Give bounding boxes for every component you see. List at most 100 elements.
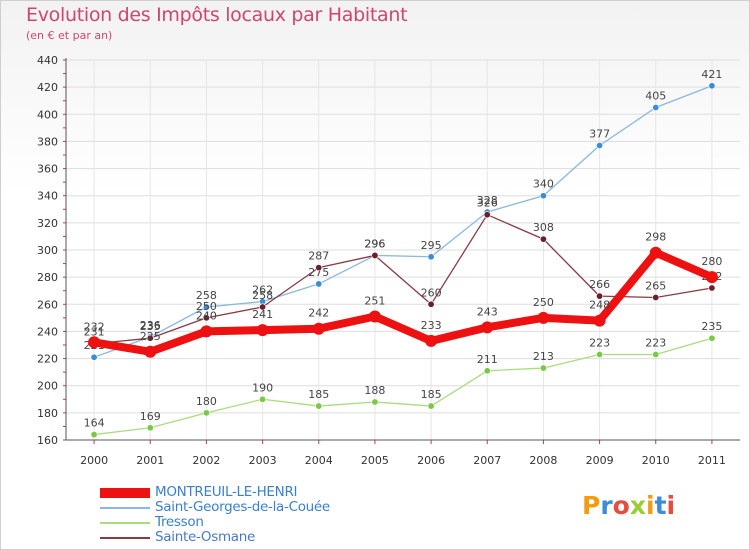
- data-point: [312, 322, 325, 335]
- data-point: [425, 334, 438, 347]
- data-label: 295: [421, 239, 442, 252]
- data-label: 250: [533, 296, 554, 309]
- data-point: [652, 350, 660, 358]
- data-label: 233: [421, 319, 442, 332]
- data-label: 280: [701, 255, 722, 268]
- data-label: 298: [645, 231, 666, 244]
- data-point: [596, 350, 604, 358]
- logo-letter: i: [666, 491, 676, 520]
- series-line-3: [93, 214, 713, 345]
- x-tick-label: 2004: [305, 454, 333, 467]
- data-point: [708, 334, 716, 342]
- y-tick-label: 320: [37, 217, 58, 230]
- x-tick-label: 2001: [136, 454, 164, 467]
- data-label: 248: [589, 299, 610, 312]
- data-point: [596, 292, 604, 300]
- legend-swatch: [100, 522, 150, 524]
- y-tick-label: 180: [37, 407, 58, 420]
- data-label: 258: [252, 289, 273, 302]
- data-label: 251: [364, 295, 385, 308]
- data-label: 223: [589, 337, 610, 350]
- y-tick-label: 280: [37, 271, 58, 284]
- data-point: [652, 104, 660, 112]
- data-label: 225: [140, 330, 161, 343]
- legend-label: Saint-Georges-de-la-Couée: [155, 499, 330, 515]
- series-line-0: [90, 248, 716, 356]
- data-label: 240: [196, 309, 217, 322]
- logo-letter: x: [629, 491, 646, 520]
- x-tick-label: 2009: [586, 454, 614, 467]
- legend-label: Tresson: [155, 514, 204, 530]
- y-tick-label: 380: [37, 135, 58, 148]
- data-point: [652, 293, 660, 301]
- data-label: 340: [533, 178, 554, 191]
- data-point: [259, 395, 267, 403]
- data-label: 287: [308, 250, 329, 263]
- y-tick-label: 440: [37, 54, 58, 67]
- data-point: [368, 310, 381, 323]
- legend-swatch: [100, 537, 150, 539]
- data-label: 190: [252, 381, 273, 394]
- data-point: [90, 353, 98, 361]
- data-point: [427, 402, 435, 410]
- legend-swatch: [100, 507, 150, 509]
- y-tick-label: 300: [37, 244, 58, 257]
- x-tick-label: 2006: [417, 454, 445, 467]
- data-point: [427, 300, 435, 308]
- chart-title: Evolution des Impôts locaux par Habitant: [26, 4, 408, 26]
- data-point: [649, 246, 662, 259]
- legend-label: MONTREUIL-LE-HENRI: [155, 484, 298, 500]
- data-label: 223: [645, 337, 666, 350]
- y-tick-label: 340: [37, 190, 58, 203]
- data-label: 185: [308, 388, 329, 401]
- x-tick-label: 2002: [192, 454, 220, 467]
- x-tick-label: 2000: [80, 454, 108, 467]
- data-point: [708, 82, 716, 90]
- data-point: [481, 321, 494, 334]
- x-tick-label: 2005: [361, 454, 389, 467]
- x-tick-label: 2008: [529, 454, 557, 467]
- data-point: [708, 284, 716, 292]
- data-label: 169: [140, 410, 161, 423]
- data-point: [371, 251, 379, 259]
- data-point: [256, 324, 269, 337]
- data-label: 188: [364, 384, 385, 397]
- data-point: [539, 364, 547, 372]
- data-label: 232: [84, 320, 105, 333]
- data-point: [371, 398, 379, 406]
- logo-letter: i: [646, 491, 655, 520]
- data-label: 185: [421, 388, 442, 401]
- logo-letter: r: [600, 491, 613, 520]
- y-tick-label: 360: [37, 163, 58, 176]
- data-label: 180: [196, 395, 217, 408]
- data-point: [705, 271, 718, 284]
- logo-letter: o: [612, 491, 630, 520]
- series-line-1: [93, 85, 713, 358]
- data-point: [146, 424, 154, 432]
- x-tick-label: 2007: [473, 454, 501, 467]
- data-label: 296: [364, 237, 385, 250]
- data-label: 231: [84, 326, 105, 339]
- data-point: [202, 314, 210, 322]
- data-label: 250: [196, 300, 217, 313]
- y-tick-label: 420: [37, 81, 58, 94]
- logo-letter: t: [654, 491, 667, 520]
- data-point: [88, 336, 101, 349]
- x-tick-label: 2011: [698, 454, 726, 467]
- legend-swatch: [100, 488, 150, 498]
- data-point: [596, 142, 604, 150]
- data-label: 266: [589, 278, 610, 291]
- data-point: [537, 311, 550, 324]
- series-line-2: [93, 337, 713, 436]
- data-point: [146, 334, 154, 342]
- data-label: 296: [364, 237, 385, 250]
- proxiti-logo: Proxiti: [582, 491, 675, 520]
- data-point: [593, 314, 606, 327]
- data-point: [315, 402, 323, 410]
- x-tick-label: 2003: [249, 454, 277, 467]
- data-label: 242: [308, 307, 329, 320]
- data-label: 265: [645, 280, 666, 293]
- data-point: [90, 431, 98, 439]
- data-label: 262: [252, 284, 273, 297]
